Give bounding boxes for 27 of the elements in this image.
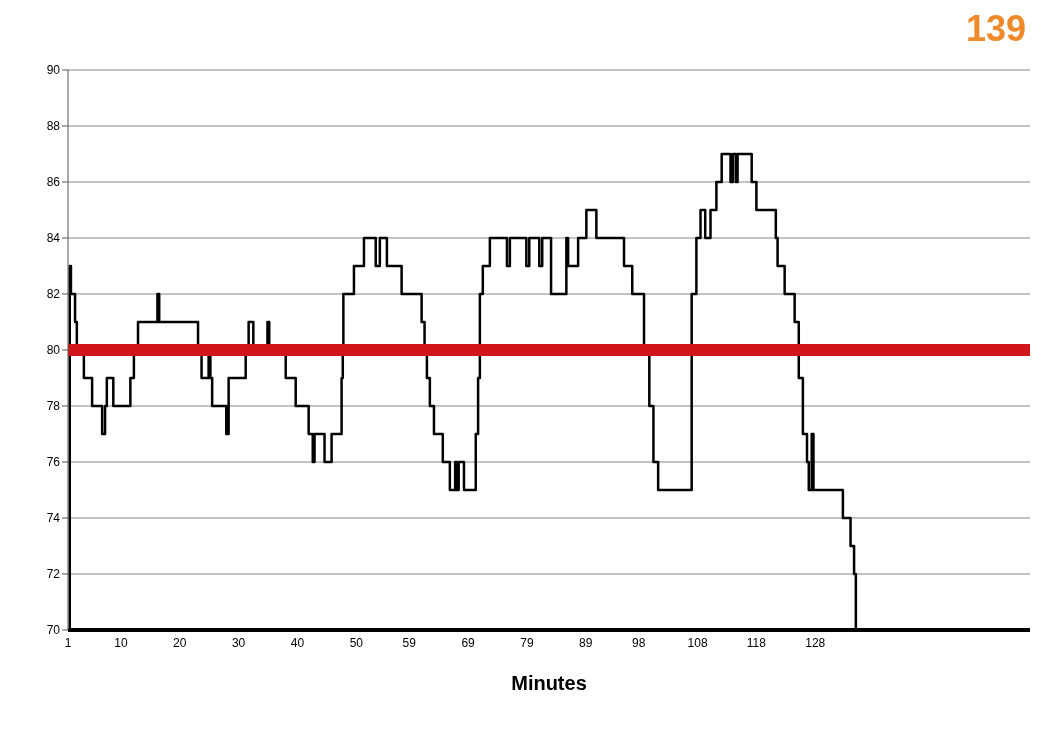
y-tick-label: 86 [46, 175, 61, 190]
x-axis-title: Minutes [511, 672, 587, 694]
x-tick-label: 89 [579, 635, 593, 650]
x-tick-label: 118 [746, 635, 767, 650]
x-tick-label: 98 [632, 635, 646, 650]
x-tick-label: 10 [114, 635, 128, 650]
x-tick-label: 20 [173, 635, 187, 650]
x-tick-label: 128 [805, 635, 826, 650]
x-tick-label: 40 [290, 635, 305, 650]
text: 139 [965, 8, 1026, 49]
y-tick-label: 82 [46, 287, 61, 302]
y-tick-label: 84 [46, 231, 61, 246]
x-tick-label: 30 [231, 635, 246, 650]
y-tick-label: 74 [46, 511, 61, 526]
x-tick-label: 59 [402, 635, 417, 650]
x-tick-label: 79 [520, 635, 534, 650]
y-tick-label: 70 [46, 623, 61, 638]
y-tick-label: 80 [46, 343, 61, 358]
y-tick-label: 78 [46, 399, 61, 414]
x-tick-label: 108 [687, 635, 708, 650]
y-tick-label: 88 [46, 119, 61, 134]
x-tick-label: 1 [64, 635, 72, 650]
y-tick-label: 72 [46, 567, 61, 582]
x-tick-label: 69 [461, 635, 476, 650]
x-tick-label: 50 [349, 635, 364, 650]
y-tick-label: 76 [46, 455, 61, 470]
y-tick-label: 90 [46, 63, 61, 78]
